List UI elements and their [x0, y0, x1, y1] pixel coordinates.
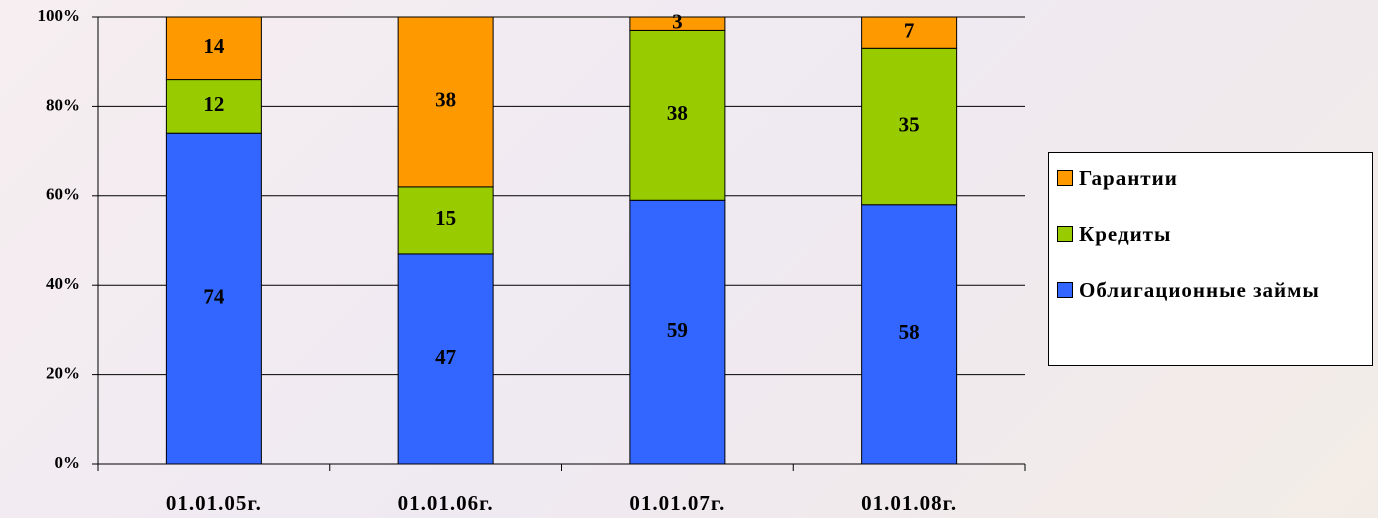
bar-segment	[165, 132, 262, 465]
data-label: 74	[203, 284, 225, 308]
legend-label: Кредиты	[1079, 222, 1172, 246]
legend-entry: Кредиты	[1057, 221, 1364, 247]
data-label: 58	[899, 320, 920, 344]
legend-entry: Гарантии	[1057, 165, 1364, 191]
y-tick-label: 60%	[46, 185, 80, 204]
y-tick-label: 40%	[46, 274, 80, 293]
legend: Гарантии Кредиты Облигационные займы	[1048, 152, 1373, 366]
y-tick-label: 20%	[46, 364, 80, 383]
x-tick-label: 01.01.05г.	[166, 491, 262, 515]
bar-segment	[861, 47, 958, 206]
data-label: 38	[435, 88, 456, 112]
data-label: 12	[203, 92, 224, 116]
data-label: 3	[672, 10, 683, 34]
data-label: 38	[667, 101, 688, 125]
x-tick-label: 01.01.06г.	[398, 491, 494, 515]
x-tick-label: 01.01.07г.	[629, 491, 725, 515]
data-label: 47	[435, 345, 456, 369]
data-label: 59	[667, 318, 688, 342]
data-label: 35	[899, 112, 920, 136]
data-label: 7	[904, 18, 915, 42]
x-tick-label: 01.01.08г.	[861, 491, 957, 515]
bar-segment	[629, 16, 726, 31]
data-label: 15	[435, 206, 456, 230]
data-label: 14	[203, 34, 225, 58]
bar-segment	[629, 199, 726, 465]
y-tick-label: 0%	[55, 453, 81, 472]
legend-swatch	[1057, 226, 1073, 242]
bar-segment	[165, 16, 262, 81]
bar-segment	[397, 253, 494, 465]
bar-segment	[629, 29, 726, 201]
legend-entry: Облигационные займы	[1057, 277, 1364, 303]
legend-swatch	[1057, 170, 1073, 186]
y-tick-label: 80%	[46, 95, 80, 114]
y-tick-label: 100%	[38, 6, 81, 25]
bar-segment	[861, 16, 958, 49]
legend-label: Гарантии	[1079, 166, 1178, 190]
bar-segment	[397, 16, 494, 188]
legend-swatch	[1057, 282, 1073, 298]
legend-label: Облигационные займы	[1079, 278, 1320, 302]
bar-segment	[397, 186, 494, 255]
bar-segment	[861, 204, 958, 465]
